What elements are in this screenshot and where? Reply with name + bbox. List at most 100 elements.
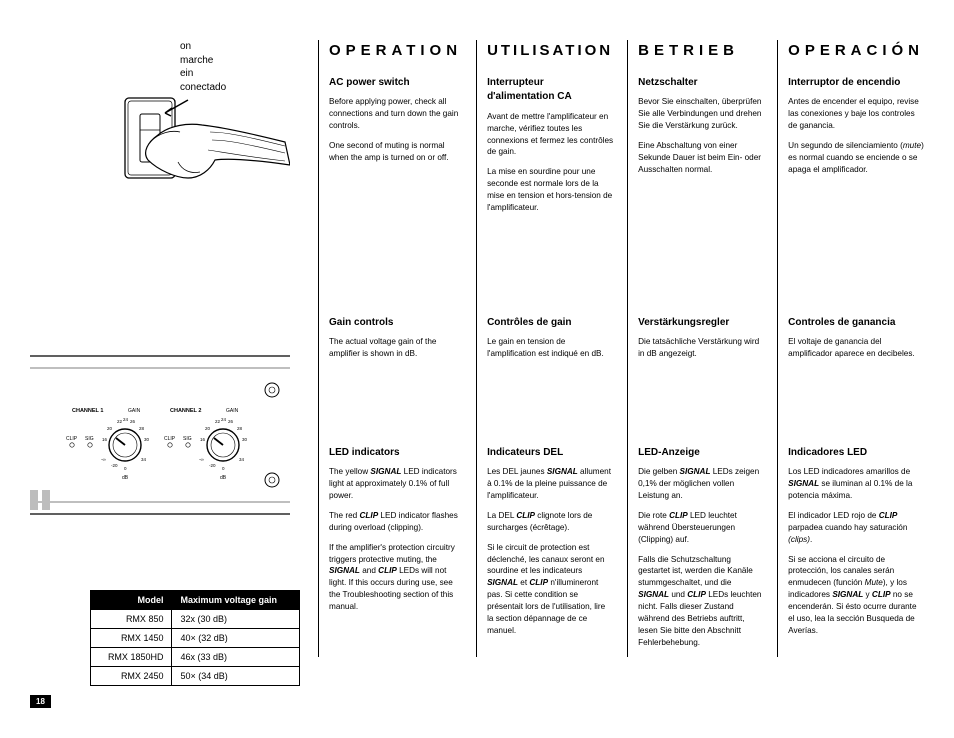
body-text: One second of muting is normal when the … — [329, 140, 462, 164]
column-title: OPERACIÓN — [788, 40, 924, 62]
power-switch-illustration — [30, 70, 290, 230]
body-text: The actual voltage gain of the amplifier… — [329, 336, 462, 360]
amp-panel-illustration: CHANNEL 1 GAIN CHANNEL 2 GAIN CLIP SIG C… — [30, 350, 290, 520]
svg-text:-20: -20 — [111, 463, 118, 468]
svg-text:22: 22 — [215, 419, 221, 424]
svg-text:CLIP: CLIP — [66, 436, 78, 442]
section-heading: AC power switch — [329, 76, 462, 91]
lang-column: UTILISATION Interrupteur d'alimentation C… — [476, 40, 613, 657]
svg-text:20: 20 — [107, 426, 113, 431]
body-text: Eine Abschaltung von einer Sekunde Dauer… — [638, 140, 763, 176]
section: Verstärkungsregler Die tatsächliche Verst… — [638, 316, 763, 446]
th-model: Model — [91, 591, 172, 610]
svg-text:16: 16 — [102, 437, 108, 442]
body-text: El indicador LED rojo de CLIP parpadea c… — [788, 510, 924, 546]
section-heading: Verstärkungsregler — [638, 316, 763, 331]
svg-text:GAIN: GAIN — [226, 408, 239, 414]
svg-text:30: 30 — [242, 437, 248, 442]
lang-column: BETRIEB Netzschalter Bevor Sie einschalten… — [627, 40, 763, 657]
body-text: El voltaje de ganancia del amplificador … — [788, 336, 924, 360]
svg-text:26: 26 — [130, 419, 136, 424]
column-title: BETRIEB — [638, 40, 763, 62]
svg-text:24: 24 — [123, 417, 129, 422]
svg-text:CHANNEL 1: CHANNEL 1 — [72, 408, 103, 414]
body-text: La mise en sourdine pour une seconde est… — [487, 166, 613, 214]
content-columns: OPERATION AC power switch Before applying … — [318, 40, 924, 657]
body-text: Before applying power, check all connect… — [329, 96, 462, 132]
svg-text:-∞: -∞ — [199, 457, 204, 462]
body-text: Falls die Schutzschaltung gestartet ist,… — [638, 554, 763, 649]
svg-text:34: 34 — [141, 457, 147, 462]
column-title: OPERATION — [329, 40, 462, 62]
body-text: Die tatsächliche Verstärkung wird in dB … — [638, 336, 763, 360]
svg-text:GAIN: GAIN — [128, 408, 141, 414]
body-text: If the amplifier's protection circuitry … — [329, 542, 462, 613]
svg-text:30: 30 — [144, 437, 150, 442]
section: Indicateurs DEL Les DEL jaunes SIGNAL all… — [487, 446, 613, 637]
svg-text:dB: dB — [220, 475, 227, 481]
lang-column: OPERATION AC power switch Before applying … — [318, 40, 462, 657]
svg-text:CLIP: CLIP — [164, 436, 176, 442]
section: Interruptor de encendio Antes de encender… — [788, 76, 924, 316]
body-text: The yellow SIGNAL LED indicators light a… — [329, 466, 462, 502]
label-on: on — [180, 40, 226, 54]
body-text: Die rote CLIP LED leuchtet während Übers… — [638, 510, 763, 546]
svg-text:CHANNEL 2: CHANNEL 2 — [170, 408, 201, 414]
body-text: Un segundo de silenciamiento (mute) es n… — [788, 140, 924, 176]
svg-text:dB: dB — [122, 475, 129, 481]
section-heading: Interrupteur d'alimentation CA — [487, 76, 613, 105]
svg-text:24: 24 — [221, 417, 227, 422]
body-text: Si se acciona el circuito de protección,… — [788, 554, 924, 637]
section-heading: LED indicators — [329, 446, 462, 461]
body-text: Avant de mettre l'amplificateur en march… — [487, 111, 613, 159]
body-text: Bevor Sie einschalten, überprüfen Sie al… — [638, 96, 763, 132]
section: Indicadores LED Los LED indicadores amari… — [788, 446, 924, 637]
th-gain: Maximum voltage gain — [172, 591, 300, 610]
body-text: Si le circuit de protection est déclench… — [487, 542, 613, 637]
body-text: Los LED indicadores amarillos de SIGNAL … — [788, 466, 924, 502]
body-text: The red CLIP LED indicator flashes durin… — [329, 510, 462, 534]
table-row: RMX 245050× (34 dB) — [91, 667, 300, 686]
section-heading: Gain controls — [329, 316, 462, 331]
section: Netzschalter Bevor Sie einschalten, überp… — [638, 76, 763, 316]
table-row: RMX 1850HD46x (33 dB) — [91, 648, 300, 667]
section: Contrôles de gain Le gain en tension de l… — [487, 316, 613, 446]
section-heading: Indicadores LED — [788, 446, 924, 461]
svg-text:-∞: -∞ — [101, 457, 106, 462]
svg-text:SIG: SIG — [85, 436, 94, 442]
svg-text:20: 20 — [205, 426, 211, 431]
section: Controles de ganancia El voltaje de ganan… — [788, 316, 924, 446]
section: Interrupteur d'alimentation CA Avant de m… — [487, 76, 613, 316]
table-row: RMX 85032x (30 dB) — [91, 610, 300, 629]
body-text: Antes de encender el equipo, revise las … — [788, 96, 924, 132]
svg-text:16: 16 — [200, 437, 206, 442]
section: LED-Anzeige Die gelben SIGNAL LEDs zeigen… — [638, 446, 763, 649]
svg-text:-20: -20 — [209, 463, 216, 468]
column-title: UTILISATION — [487, 40, 613, 62]
section-heading: Interruptor de encendio — [788, 76, 924, 91]
body-text: Le gain en tension de l'amplification es… — [487, 336, 613, 360]
body-text: La DEL CLIP clignote lors de surcharges … — [487, 510, 613, 534]
svg-text:34: 34 — [239, 457, 245, 462]
svg-text:28: 28 — [139, 426, 145, 431]
svg-text:0: 0 — [222, 466, 225, 471]
section-heading: Controles de ganancia — [788, 316, 924, 331]
section: Gain controls The actual voltage gain of … — [329, 316, 462, 446]
body-text: Die gelben SIGNAL LEDs zeigen 0,1% der m… — [638, 466, 763, 502]
svg-text:0: 0 — [124, 466, 127, 471]
section-heading: Indicateurs DEL — [487, 446, 613, 461]
label-marche: marche — [180, 54, 226, 68]
page-number: 18 — [30, 695, 51, 708]
section: LED indicators The yellow SIGNAL LED indi… — [329, 446, 462, 613]
svg-text:26: 26 — [228, 419, 234, 424]
section: AC power switch Before applying power, ch… — [329, 76, 462, 316]
section-heading: Contrôles de gain — [487, 316, 613, 331]
svg-text:22: 22 — [117, 419, 123, 424]
section-heading: LED-Anzeige — [638, 446, 763, 461]
svg-text:SIG: SIG — [183, 436, 192, 442]
section-heading: Netzschalter — [638, 76, 763, 91]
left-column: on marche ein conectado — [30, 40, 300, 657]
body-text: Les DEL jaunes SIGNAL allument à 0.1% de… — [487, 466, 613, 502]
table-row: RMX 145040× (32 dB) — [91, 629, 300, 648]
gain-table: Model Maximum voltage gain RMX 85032x (3… — [90, 590, 300, 686]
